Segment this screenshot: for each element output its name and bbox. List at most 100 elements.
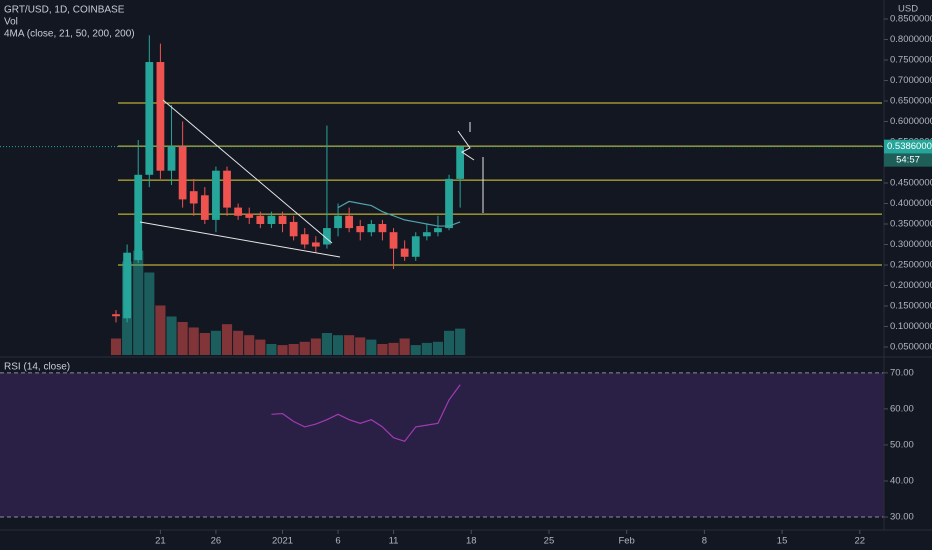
volume-bar [144, 272, 155, 355]
volume-bar [455, 328, 466, 355]
volume-bar [221, 324, 233, 355]
y-tick-label: 0.40000000 [890, 198, 932, 209]
y-tick-label: 60.00 [890, 403, 914, 414]
volume-bar [366, 339, 377, 355]
last-price-label: 0.53860000 [887, 141, 932, 152]
volume-bar [377, 344, 388, 355]
volume-bar [266, 344, 277, 355]
y-tick-label: 0.10000000 [890, 321, 932, 332]
volume-bar [166, 316, 177, 355]
volume-bar [310, 338, 321, 355]
y-tick-label: 0.80000000 [890, 34, 932, 45]
chart-title: GRT/USD, 1D, COINBASE [4, 5, 125, 16]
volume-bar [155, 305, 166, 355]
volume-bar [344, 335, 355, 355]
volume-bar [255, 339, 266, 355]
volume-bar [188, 327, 199, 355]
candle-body [212, 170, 220, 220]
candle-body [112, 314, 120, 317]
y-tick-label: 0.60000000 [890, 116, 932, 127]
x-tick-label: 22 [855, 536, 866, 547]
y-tick-label: 0.35000000 [890, 219, 932, 230]
volume-bar [210, 330, 221, 355]
candle-body [300, 234, 309, 245]
candle-body [456, 146, 465, 179]
y-tick-label: 0.85000000 [890, 13, 932, 24]
plot [0, 35, 884, 443]
candle-body [334, 215, 342, 229]
candle-body [278, 215, 287, 224]
candle-body [434, 228, 442, 233]
y-tick-label: 0.65000000 [890, 96, 932, 107]
x-tick-label: 15 [777, 536, 788, 547]
candle-body [289, 221, 298, 237]
candle-body [445, 178, 453, 229]
volume-bar [321, 333, 332, 355]
volume-bar [421, 342, 432, 355]
y-axis-label: USD [898, 4, 918, 15]
volume-bar [388, 342, 399, 355]
candle-body [145, 62, 154, 175]
candle-body [311, 242, 320, 247]
y-tick-label: 40.00 [890, 475, 914, 486]
candle-body [356, 226, 365, 233]
candle-body [134, 174, 143, 261]
y-tick-label: 50.00 [890, 439, 914, 450]
candle-body [167, 146, 176, 171]
x-tick-label: 8 [702, 536, 707, 547]
indicator-label: 4MA (close, 21, 50, 200, 200) [4, 29, 135, 40]
candle-body [400, 248, 409, 257]
rsi-band [0, 372, 884, 518]
volume-bar [133, 250, 144, 355]
candle-body [345, 215, 354, 229]
rsi-title: RSI (14, close) [4, 362, 70, 373]
rsi-line [271, 384, 461, 443]
volume-bar [288, 344, 299, 355]
y-tick-label: 0.20000000 [890, 280, 932, 291]
trendline [162, 99, 333, 244]
candle-body [422, 232, 431, 237]
candle-body [178, 146, 187, 200]
candle-body [378, 223, 387, 233]
volume-bar [432, 341, 443, 355]
countdown-tag [884, 153, 932, 167]
candle-body [123, 252, 131, 319]
x-tick-label: Feb [618, 536, 634, 547]
x-tick-label: 26 [211, 536, 222, 547]
candle-body [189, 191, 198, 204]
volume-bar [399, 338, 410, 355]
rsi-band-layer [0, 372, 884, 518]
candle-body [245, 213, 254, 218]
candle-body [234, 207, 243, 216]
axes: 0.85000000 0.80000000 0.75000000 0.70000000… [155, 13, 932, 547]
x-tick-label: 2021 [272, 536, 293, 547]
x-tick-label: 25 [544, 536, 555, 547]
drawing [457, 130, 475, 161]
last-price-tag [884, 139, 932, 154]
candle-body [323, 228, 331, 245]
candle-body [367, 223, 376, 233]
volume-bar [410, 345, 421, 355]
indicator-label: Vol [4, 17, 18, 28]
candle-body [156, 62, 165, 171]
volume-bar [332, 335, 344, 355]
candle-body [200, 195, 209, 220]
volume-bar [277, 345, 288, 355]
y-tick-label: 0.30000000 [890, 239, 932, 250]
x-tick-label: 11 [389, 536, 399, 547]
candle-body [267, 215, 276, 224]
volume-bar [177, 322, 188, 355]
ma-line [337, 200, 461, 227]
candle-body [223, 170, 231, 208]
volume-bar [355, 337, 366, 355]
volume-bar [233, 330, 244, 355]
volume-bar [110, 338, 122, 355]
y-tick-label: 70.00 [890, 367, 914, 378]
volume-bar [244, 335, 255, 355]
y-tick-label: 0.25000000 [890, 260, 932, 271]
y-tick-label: 0.15000000 [890, 301, 932, 312]
volume-bar [199, 333, 210, 355]
countdown-label: 54:57 [896, 155, 920, 166]
